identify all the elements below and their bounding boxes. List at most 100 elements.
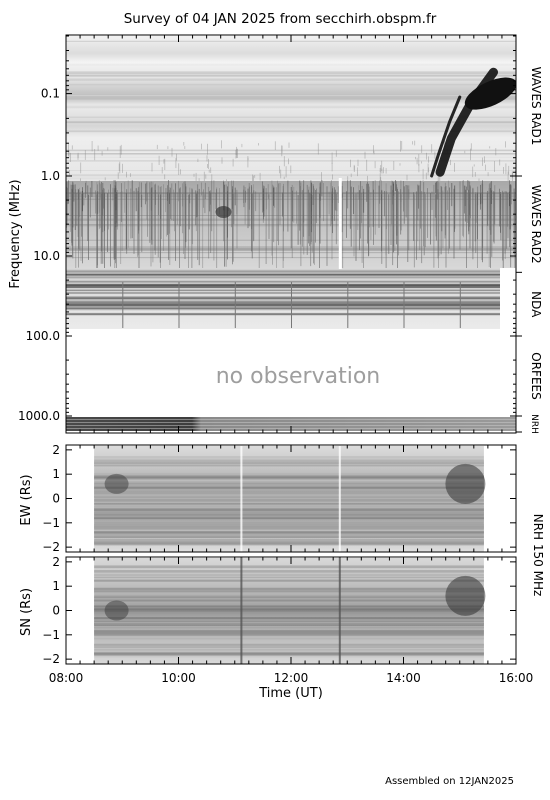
rad2-line — [115, 185, 116, 264]
nda-line — [66, 285, 500, 288]
rad1-speck — [416, 157, 418, 165]
rad2-line — [169, 187, 171, 265]
rad2-line — [82, 190, 83, 264]
rad2-line — [137, 188, 139, 256]
rad2-line — [102, 187, 104, 209]
nrh-streak — [94, 533, 484, 535]
nrh-streak — [94, 580, 484, 582]
rad2-line — [490, 181, 492, 204]
nrh-streak — [94, 573, 484, 577]
nrh-150-label: NRH 150 MHz — [531, 514, 545, 597]
nrh-source — [445, 463, 486, 504]
nrh-streak — [94, 579, 484, 582]
rad2-line — [211, 180, 213, 232]
rad2-line — [276, 187, 277, 268]
assembled-footer: Assembled on 12JAN2025 — [385, 776, 514, 787]
rad1-speck — [117, 172, 119, 179]
rad2-line — [78, 190, 80, 249]
rad2-line — [333, 187, 335, 221]
rad2-line — [474, 194, 476, 242]
nrh-streak — [94, 517, 484, 521]
rad2-band — [66, 252, 516, 254]
nrh-streak — [94, 655, 484, 658]
rad2-line — [272, 184, 273, 265]
nrh-streak — [94, 633, 484, 635]
nrh-streak — [94, 543, 484, 546]
nrh-streak — [94, 526, 484, 529]
rad2-line — [243, 185, 245, 208]
nrh-streak — [94, 652, 484, 655]
rad1-speck — [151, 162, 153, 172]
nrh-streak — [94, 531, 484, 533]
rad1-speck — [274, 141, 276, 150]
nrh-streak — [94, 542, 484, 545]
rad2-line — [342, 193, 344, 268]
rad2-line — [480, 192, 482, 205]
rad2-line — [223, 181, 225, 211]
rad2-line — [366, 183, 368, 202]
rad2-line — [396, 181, 397, 200]
rad1-speck — [259, 172, 261, 181]
rad1-speck — [381, 160, 383, 171]
rad1-speck — [373, 150, 375, 155]
rad2-line — [262, 181, 263, 213]
rad2-line — [482, 183, 484, 248]
nda-line — [66, 303, 500, 306]
rad2-line — [309, 192, 310, 246]
rad1-speck — [379, 168, 381, 173]
rad2-line — [332, 186, 333, 204]
rad2-line — [151, 188, 152, 241]
rad1-streak — [66, 78, 516, 81]
rad1-speck — [77, 152, 79, 158]
nrh-streak — [94, 538, 484, 541]
freq-tick-label: 1.0 — [41, 169, 60, 183]
time-tick-label: 16:00 — [499, 671, 534, 685]
ew-panel — [94, 445, 486, 552]
nrh-streak — [94, 652, 484, 655]
sn-axis: −2 −1 0 1 2 — [42, 555, 516, 666]
rad1-speck — [68, 150, 70, 158]
nrh-tick-label: 2 — [52, 555, 60, 569]
nda-line — [66, 289, 500, 292]
nrh-streak — [94, 617, 484, 619]
nrh-streak — [94, 604, 484, 606]
rad2-line — [385, 183, 387, 256]
rad1-streak — [66, 63, 516, 66]
rad2-line — [436, 181, 438, 200]
rad2-line — [448, 180, 449, 254]
nrh-streak — [94, 612, 484, 614]
rad2-line — [179, 187, 181, 227]
rad1-speck — [97, 145, 99, 151]
time-tick-label: 14:00 — [386, 671, 421, 685]
rad1-speck — [331, 162, 333, 172]
nrh-streak — [94, 477, 484, 480]
rad2-line — [487, 190, 489, 226]
nda-line — [66, 276, 500, 279]
nrh-streak — [94, 602, 484, 604]
rad2-line — [196, 191, 198, 217]
rad2-line — [367, 181, 368, 244]
frequency-axis: 0.1 1.0 10.0 100.0 1000.0 — [18, 35, 516, 423]
rad2-line — [388, 194, 390, 254]
rad2-line — [431, 191, 433, 210]
nda-line — [66, 270, 500, 273]
rad2-line — [384, 190, 385, 217]
rad1-speck — [203, 171, 205, 183]
rad2-line — [445, 186, 447, 268]
rad1-speck — [489, 146, 491, 149]
nrh-streak — [94, 646, 484, 648]
ew-axis-label: EW (Rs) — [19, 474, 34, 525]
nrh-streak — [94, 476, 484, 478]
ew-axis: −2 −1 0 1 2 — [42, 443, 516, 554]
nrh-streak — [94, 636, 484, 639]
nrh-streak — [94, 602, 484, 604]
rad2-line — [466, 186, 467, 268]
nrh-event — [240, 445, 243, 552]
rad2-line — [251, 186, 253, 230]
nrh-source — [104, 600, 129, 621]
rad1-speck — [171, 147, 173, 157]
rad2-line — [358, 185, 360, 200]
rad2-line — [396, 187, 398, 236]
nda-line — [66, 283, 500, 286]
rad2-line — [493, 192, 495, 244]
